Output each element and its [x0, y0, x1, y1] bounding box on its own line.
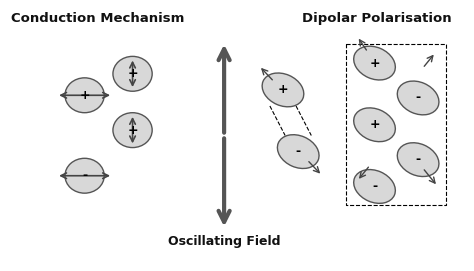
- Text: -: -: [416, 91, 421, 104]
- Text: +: +: [369, 118, 380, 131]
- Text: Conduction Mechanism: Conduction Mechanism: [11, 12, 184, 25]
- Text: -: -: [82, 169, 87, 182]
- Text: Oscillating Field: Oscillating Field: [168, 235, 280, 248]
- Ellipse shape: [397, 81, 439, 115]
- Text: +: +: [79, 89, 90, 102]
- Ellipse shape: [397, 143, 439, 176]
- Ellipse shape: [354, 46, 395, 80]
- Text: Dipolar Polarisation: Dipolar Polarisation: [302, 12, 452, 25]
- Ellipse shape: [65, 78, 104, 113]
- Text: +: +: [127, 67, 138, 80]
- Ellipse shape: [354, 108, 395, 142]
- Ellipse shape: [354, 170, 395, 203]
- Ellipse shape: [65, 158, 104, 193]
- Text: -: -: [372, 180, 377, 193]
- Text: +: +: [369, 57, 380, 70]
- Ellipse shape: [113, 113, 152, 148]
- Text: +: +: [127, 124, 138, 137]
- Ellipse shape: [277, 135, 319, 169]
- Text: -: -: [416, 153, 421, 166]
- Text: +: +: [278, 83, 288, 96]
- Ellipse shape: [113, 56, 152, 91]
- Text: -: -: [296, 145, 301, 158]
- Ellipse shape: [262, 73, 304, 107]
